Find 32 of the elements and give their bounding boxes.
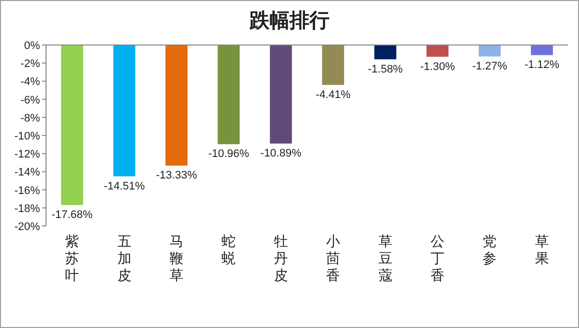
- x-tick-label: 小茴香: [326, 233, 340, 283]
- y-tick-label: -14%: [14, 166, 40, 179]
- x-tick-label: 牡丹皮: [274, 233, 288, 283]
- x-tick-label: 草果: [534, 233, 549, 266]
- data-label: -1.58%: [368, 63, 403, 76]
- x-tick-label: 草豆蔻: [378, 233, 392, 283]
- y-tick-label: -4%: [20, 76, 40, 88]
- x-tick-label: 公丁香: [430, 233, 444, 283]
- y-tick-label: -16%: [14, 184, 40, 197]
- x-tick-label: 马鞭草: [170, 233, 184, 283]
- x-tick-label: 紫苏叶: [65, 233, 80, 283]
- x-tick-label: 党参: [482, 233, 497, 266]
- data-label: -10.89%: [260, 148, 302, 160]
- data-label: -1.12%: [524, 59, 560, 72]
- data-label: -17.68%: [52, 209, 93, 222]
- y-tick-label: -20%: [14, 221, 40, 233]
- y-tick-label: -10%: [14, 130, 40, 142]
- y-tick-label: -18%: [14, 202, 40, 215]
- x-tick-label: 蛇蜕: [222, 233, 236, 266]
- data-label: -14.51%: [104, 180, 145, 192]
- y-tick-label: -6%: [20, 94, 40, 106]
- y-tick-label: 0%: [24, 40, 40, 52]
- y-tick-label: -12%: [14, 148, 40, 161]
- x-tick-label: 五加皮: [117, 233, 132, 283]
- data-label: -13.33%: [156, 170, 198, 182]
- chart-title: 跌幅排行: [248, 10, 330, 32]
- data-label: -1.30%: [420, 60, 456, 73]
- data-label: -4.41%: [316, 88, 351, 101]
- data-label: -1.27%: [472, 60, 508, 72]
- y-tick-label: -2%: [20, 58, 40, 70]
- y-tick-label: -8%: [20, 112, 40, 124]
- data-label: -10.96%: [208, 148, 250, 160]
